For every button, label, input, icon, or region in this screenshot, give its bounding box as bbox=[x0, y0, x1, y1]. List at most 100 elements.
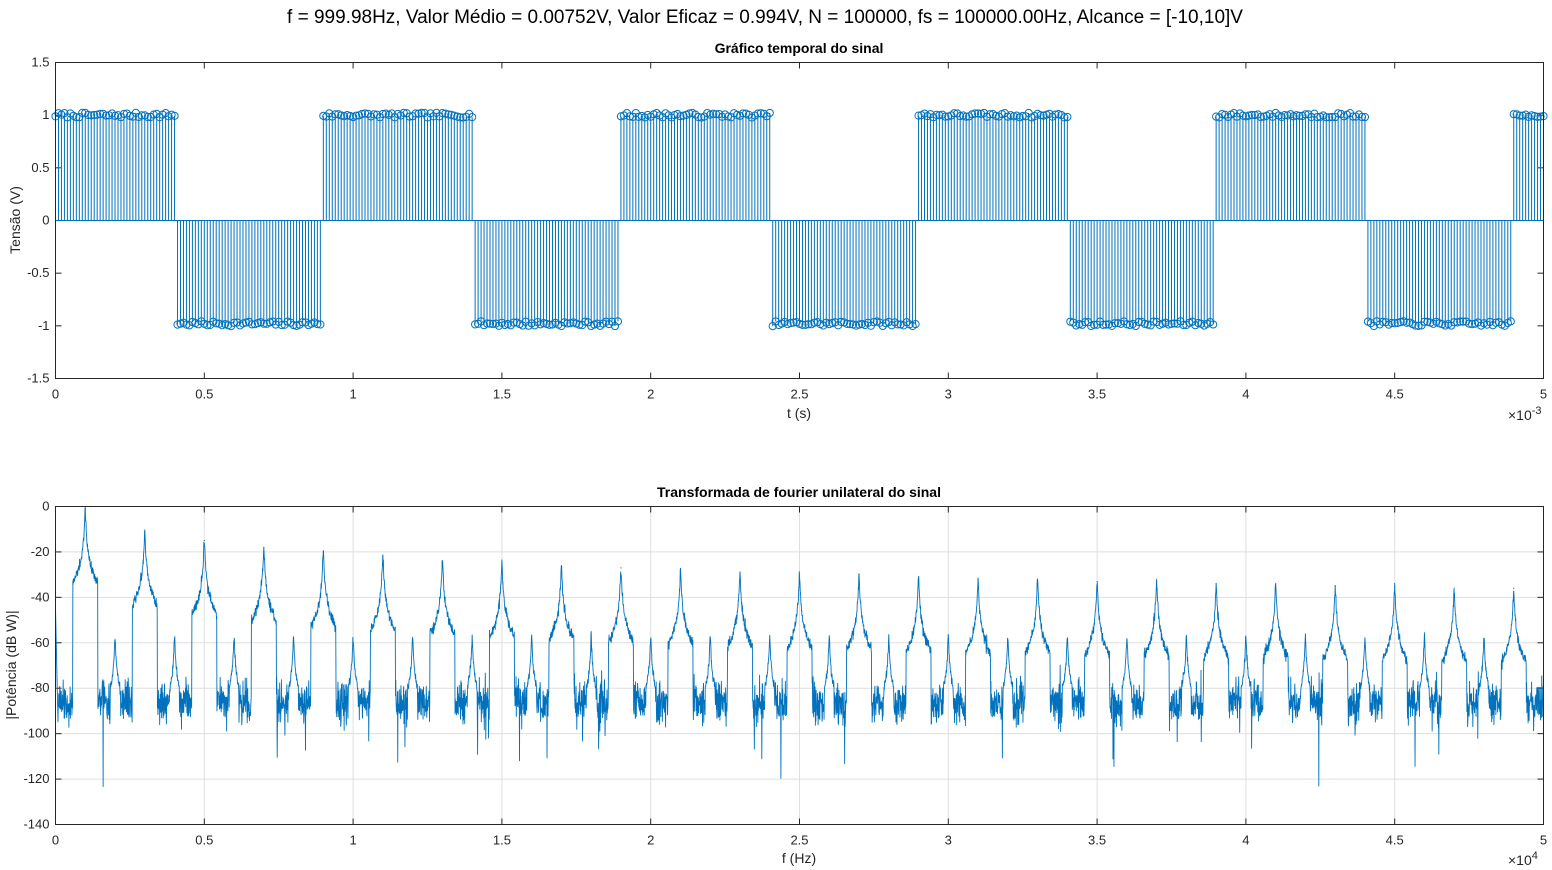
stem-marker bbox=[1366, 319, 1375, 328]
stem-marker bbox=[485, 319, 495, 328]
time-stem-series bbox=[51, 108, 1548, 331]
stem-marker bbox=[991, 111, 1001, 120]
harmonic-peak-point bbox=[1096, 580, 1098, 583]
time-x-tick-label: 2.5 bbox=[790, 387, 808, 402]
stem-marker bbox=[1256, 112, 1265, 122]
stem-marker bbox=[101, 111, 111, 120]
stem-marker bbox=[935, 111, 944, 120]
stem-marker bbox=[1453, 318, 1462, 327]
time-x-tick-label: 4.5 bbox=[1386, 387, 1404, 402]
stem-marker bbox=[932, 110, 941, 119]
stem-marker bbox=[715, 109, 724, 119]
time-x-tick-label: 5 bbox=[1540, 387, 1547, 402]
stem-marker bbox=[1313, 113, 1322, 122]
harmonic-peak-point bbox=[84, 508, 86, 510]
spectrum-y-tick-label: -120 bbox=[23, 771, 49, 786]
stem-marker bbox=[456, 113, 465, 122]
spectrum-axes-frame bbox=[55, 506, 1544, 825]
spectrum-x-exponent: ×104 bbox=[1508, 850, 1538, 868]
spectrum-x-tick-label: 4.5 bbox=[1386, 833, 1404, 848]
stem-marker bbox=[396, 111, 405, 120]
stem-marker bbox=[426, 109, 435, 118]
time-plot-title: Gráfico temporal do sinal bbox=[715, 40, 884, 56]
stem-marker bbox=[1456, 317, 1465, 326]
stem-marker bbox=[1375, 320, 1384, 329]
stem-marker bbox=[268, 317, 277, 326]
spectrum-x-tick-label: 1.5 bbox=[493, 833, 511, 848]
stem-marker bbox=[798, 320, 807, 329]
stem-marker bbox=[1238, 111, 1248, 120]
stem-marker bbox=[545, 320, 554, 329]
stem-marker bbox=[411, 109, 420, 118]
harmonic-peak-point bbox=[1513, 587, 1515, 589]
spectrum-y-tick-label: -40 bbox=[31, 589, 50, 604]
stem-marker bbox=[694, 112, 703, 122]
stem-marker bbox=[1179, 320, 1188, 330]
stem-marker bbox=[837, 317, 846, 327]
stem-marker bbox=[1247, 110, 1256, 119]
spectrum-x-tick-label: 5 bbox=[1540, 833, 1547, 848]
stem-marker bbox=[810, 318, 819, 327]
stem-marker bbox=[953, 109, 962, 118]
stem-marker bbox=[786, 318, 795, 328]
stem-marker bbox=[1459, 317, 1468, 326]
stem-marker bbox=[259, 319, 268, 328]
harmonic-peak-point bbox=[620, 567, 622, 569]
spectrum-plot-title: Transformada de fourier unilateral do si… bbox=[657, 484, 941, 500]
stem-marker bbox=[676, 112, 685, 121]
stem-marker bbox=[610, 321, 620, 331]
stem-marker bbox=[1491, 318, 1500, 327]
harmonic-peak-point bbox=[263, 546, 265, 548]
stem-marker bbox=[914, 111, 923, 120]
stem-marker bbox=[843, 319, 852, 328]
time-x-tick-label: 3 bbox=[945, 387, 952, 402]
stem-marker bbox=[738, 109, 748, 118]
spectrum-y-tick-label: -140 bbox=[23, 817, 49, 832]
stem-marker bbox=[956, 112, 965, 121]
stem-marker bbox=[72, 113, 81, 122]
stem-marker bbox=[887, 321, 896, 330]
stem-marker bbox=[444, 110, 453, 119]
stem-marker bbox=[488, 320, 498, 329]
stem-marker bbox=[1411, 321, 1420, 330]
stem-marker bbox=[212, 319, 221, 328]
stem-marker bbox=[399, 108, 408, 117]
stem-marker bbox=[607, 317, 617, 326]
harmonic-peak-point bbox=[798, 574, 801, 576]
harmonic-peak-point bbox=[1394, 585, 1396, 587]
spectrum-x-exponent-power: 4 bbox=[1532, 850, 1538, 862]
stem-marker bbox=[232, 318, 242, 327]
harmonic-peak-point bbox=[1036, 578, 1039, 580]
harmonic-peak-point bbox=[1334, 585, 1336, 587]
stem-marker bbox=[417, 108, 426, 117]
stem-marker bbox=[1152, 317, 1161, 327]
figure-suptitle: f = 999.98Hz, Valor Médio = 0.00752V, Va… bbox=[287, 7, 1243, 28]
stem-marker bbox=[685, 109, 694, 118]
spectrum-y-tick-label: -60 bbox=[31, 635, 50, 650]
time-x-tick-label: 1.5 bbox=[493, 387, 511, 402]
stem-marker bbox=[911, 320, 920, 329]
stem-marker bbox=[119, 109, 129, 119]
stem-marker bbox=[453, 112, 462, 121]
stem-marker bbox=[970, 109, 980, 118]
stem-marker bbox=[1119, 317, 1128, 326]
stem-marker bbox=[313, 320, 322, 329]
stem-marker bbox=[75, 113, 84, 122]
stem-marker bbox=[753, 109, 762, 118]
spectrum-x-tick-label: 0 bbox=[52, 833, 59, 848]
stem-marker bbox=[1509, 110, 1518, 119]
stem-marker bbox=[1390, 319, 1399, 328]
stem-marker bbox=[110, 111, 120, 120]
stem-marker bbox=[84, 110, 93, 120]
stem-marker bbox=[170, 111, 179, 120]
harmonic-peak-point bbox=[917, 576, 920, 578]
spectrum-series bbox=[55, 507, 1544, 787]
stem-marker bbox=[1036, 111, 1045, 120]
harmonic-peak-point bbox=[441, 560, 443, 562]
time-y-tick-label: 1.5 bbox=[31, 55, 49, 70]
stem-marker bbox=[203, 321, 212, 330]
stem-marker bbox=[1304, 110, 1313, 119]
stem-marker bbox=[1081, 318, 1090, 327]
harmonic-peak-point bbox=[560, 564, 563, 567]
stem-marker bbox=[1414, 321, 1423, 331]
